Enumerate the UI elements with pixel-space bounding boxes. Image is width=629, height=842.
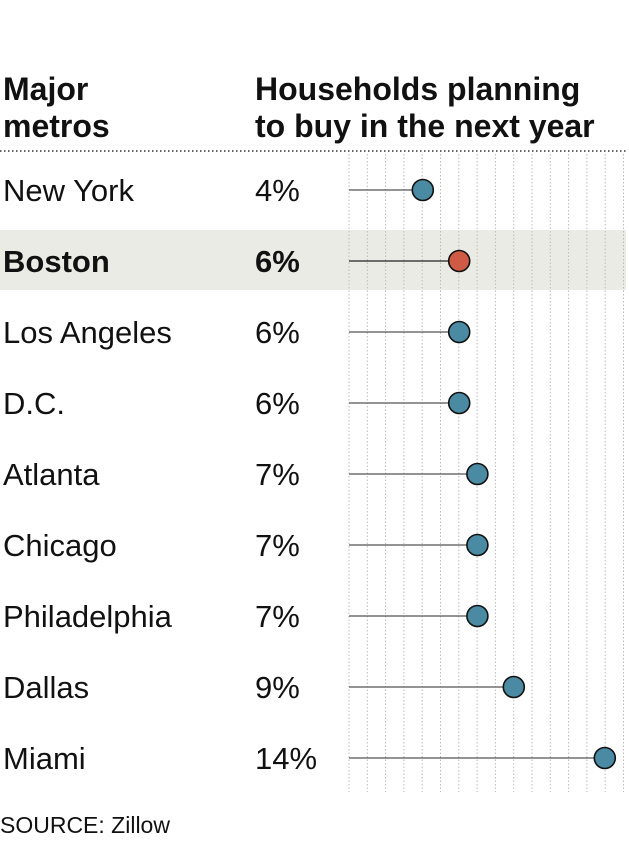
data-point xyxy=(502,675,526,699)
data-row: New York 4% xyxy=(3,173,435,208)
metro-label: D.C. xyxy=(3,386,65,421)
data-row: Philadelphia 7% xyxy=(3,599,489,634)
value-label: 6% xyxy=(255,244,300,279)
value-label: 7% xyxy=(255,528,300,563)
data-point xyxy=(447,249,471,273)
source-note: SOURCE: Zillow xyxy=(0,812,170,837)
value-label: 4% xyxy=(255,173,300,208)
metro-label: Atlanta xyxy=(3,457,100,492)
value-header-line2: to buy in the next year xyxy=(255,108,595,144)
value-label: 7% xyxy=(255,457,300,492)
metro-label: New York xyxy=(3,173,134,208)
data-point xyxy=(466,533,489,557)
data-point xyxy=(447,320,471,344)
data-row: D.C. 6% xyxy=(3,386,471,421)
metro-header-line1: Major xyxy=(3,71,88,107)
grid xyxy=(348,154,624,792)
data-row: Boston 6% xyxy=(3,244,471,279)
metro-label: Dallas xyxy=(3,670,89,705)
data-point xyxy=(466,462,489,486)
metro-label: Chicago xyxy=(3,528,117,563)
metro-label: Boston xyxy=(3,244,110,279)
value-header-line1: Households planning xyxy=(255,71,580,107)
metro-header-line2: metros xyxy=(3,108,110,144)
data-row: Dallas 9% xyxy=(3,670,526,705)
data-point xyxy=(447,391,471,415)
data-row: Los Angeles 6% xyxy=(3,315,471,350)
value-label: 7% xyxy=(255,599,300,634)
data-row: Atlanta 7% xyxy=(3,457,489,492)
value-label: 6% xyxy=(255,315,300,350)
data-point xyxy=(466,604,489,628)
data-point xyxy=(411,178,435,202)
data-row: Miami 14% xyxy=(3,741,617,776)
value-label: 14% xyxy=(255,741,317,776)
metro-label: Miami xyxy=(3,741,86,776)
data-point xyxy=(593,746,617,770)
highlight-band xyxy=(0,230,626,290)
value-label: 9% xyxy=(255,670,300,705)
data-row: Chicago 7% xyxy=(3,528,489,563)
metro-label: Philadelphia xyxy=(3,599,173,634)
value-label: 6% xyxy=(255,386,300,421)
metro-label: Los Angeles xyxy=(3,315,172,350)
